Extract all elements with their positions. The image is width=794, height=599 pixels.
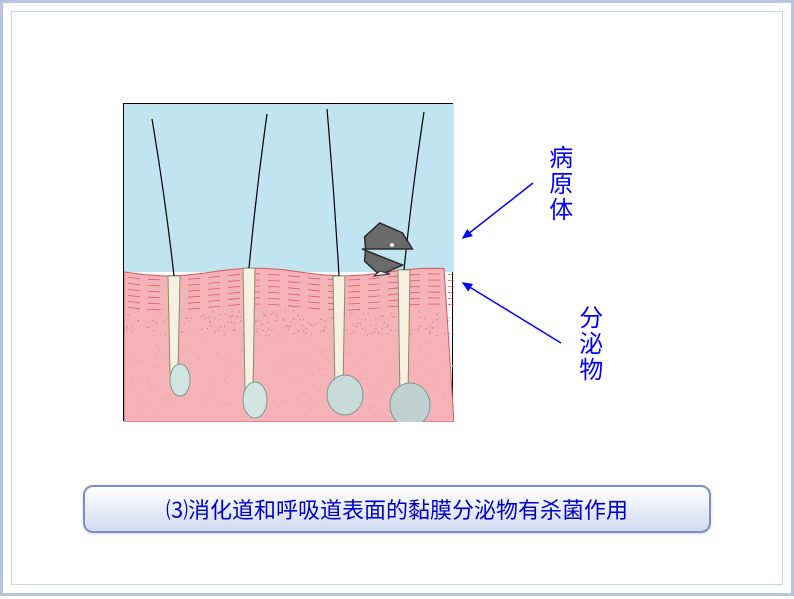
skin-diagram-svg bbox=[124, 104, 454, 422]
label-secretion: 分泌物 bbox=[573, 305, 602, 383]
slide-frame-outer: 病原体 分泌物 ⑶消化道和呼吸道表面的黏膜分泌物有杀菌作用 bbox=[0, 0, 794, 596]
skin-diagram bbox=[123, 103, 453, 421]
caption-text: ⑶消化道和呼吸道表面的黏膜分泌物有杀菌作用 bbox=[166, 493, 628, 525]
label-pathogen: 病原体 bbox=[543, 145, 572, 223]
caption-box: ⑶消化道和呼吸道表面的黏膜分泌物有杀菌作用 bbox=[83, 485, 711, 533]
